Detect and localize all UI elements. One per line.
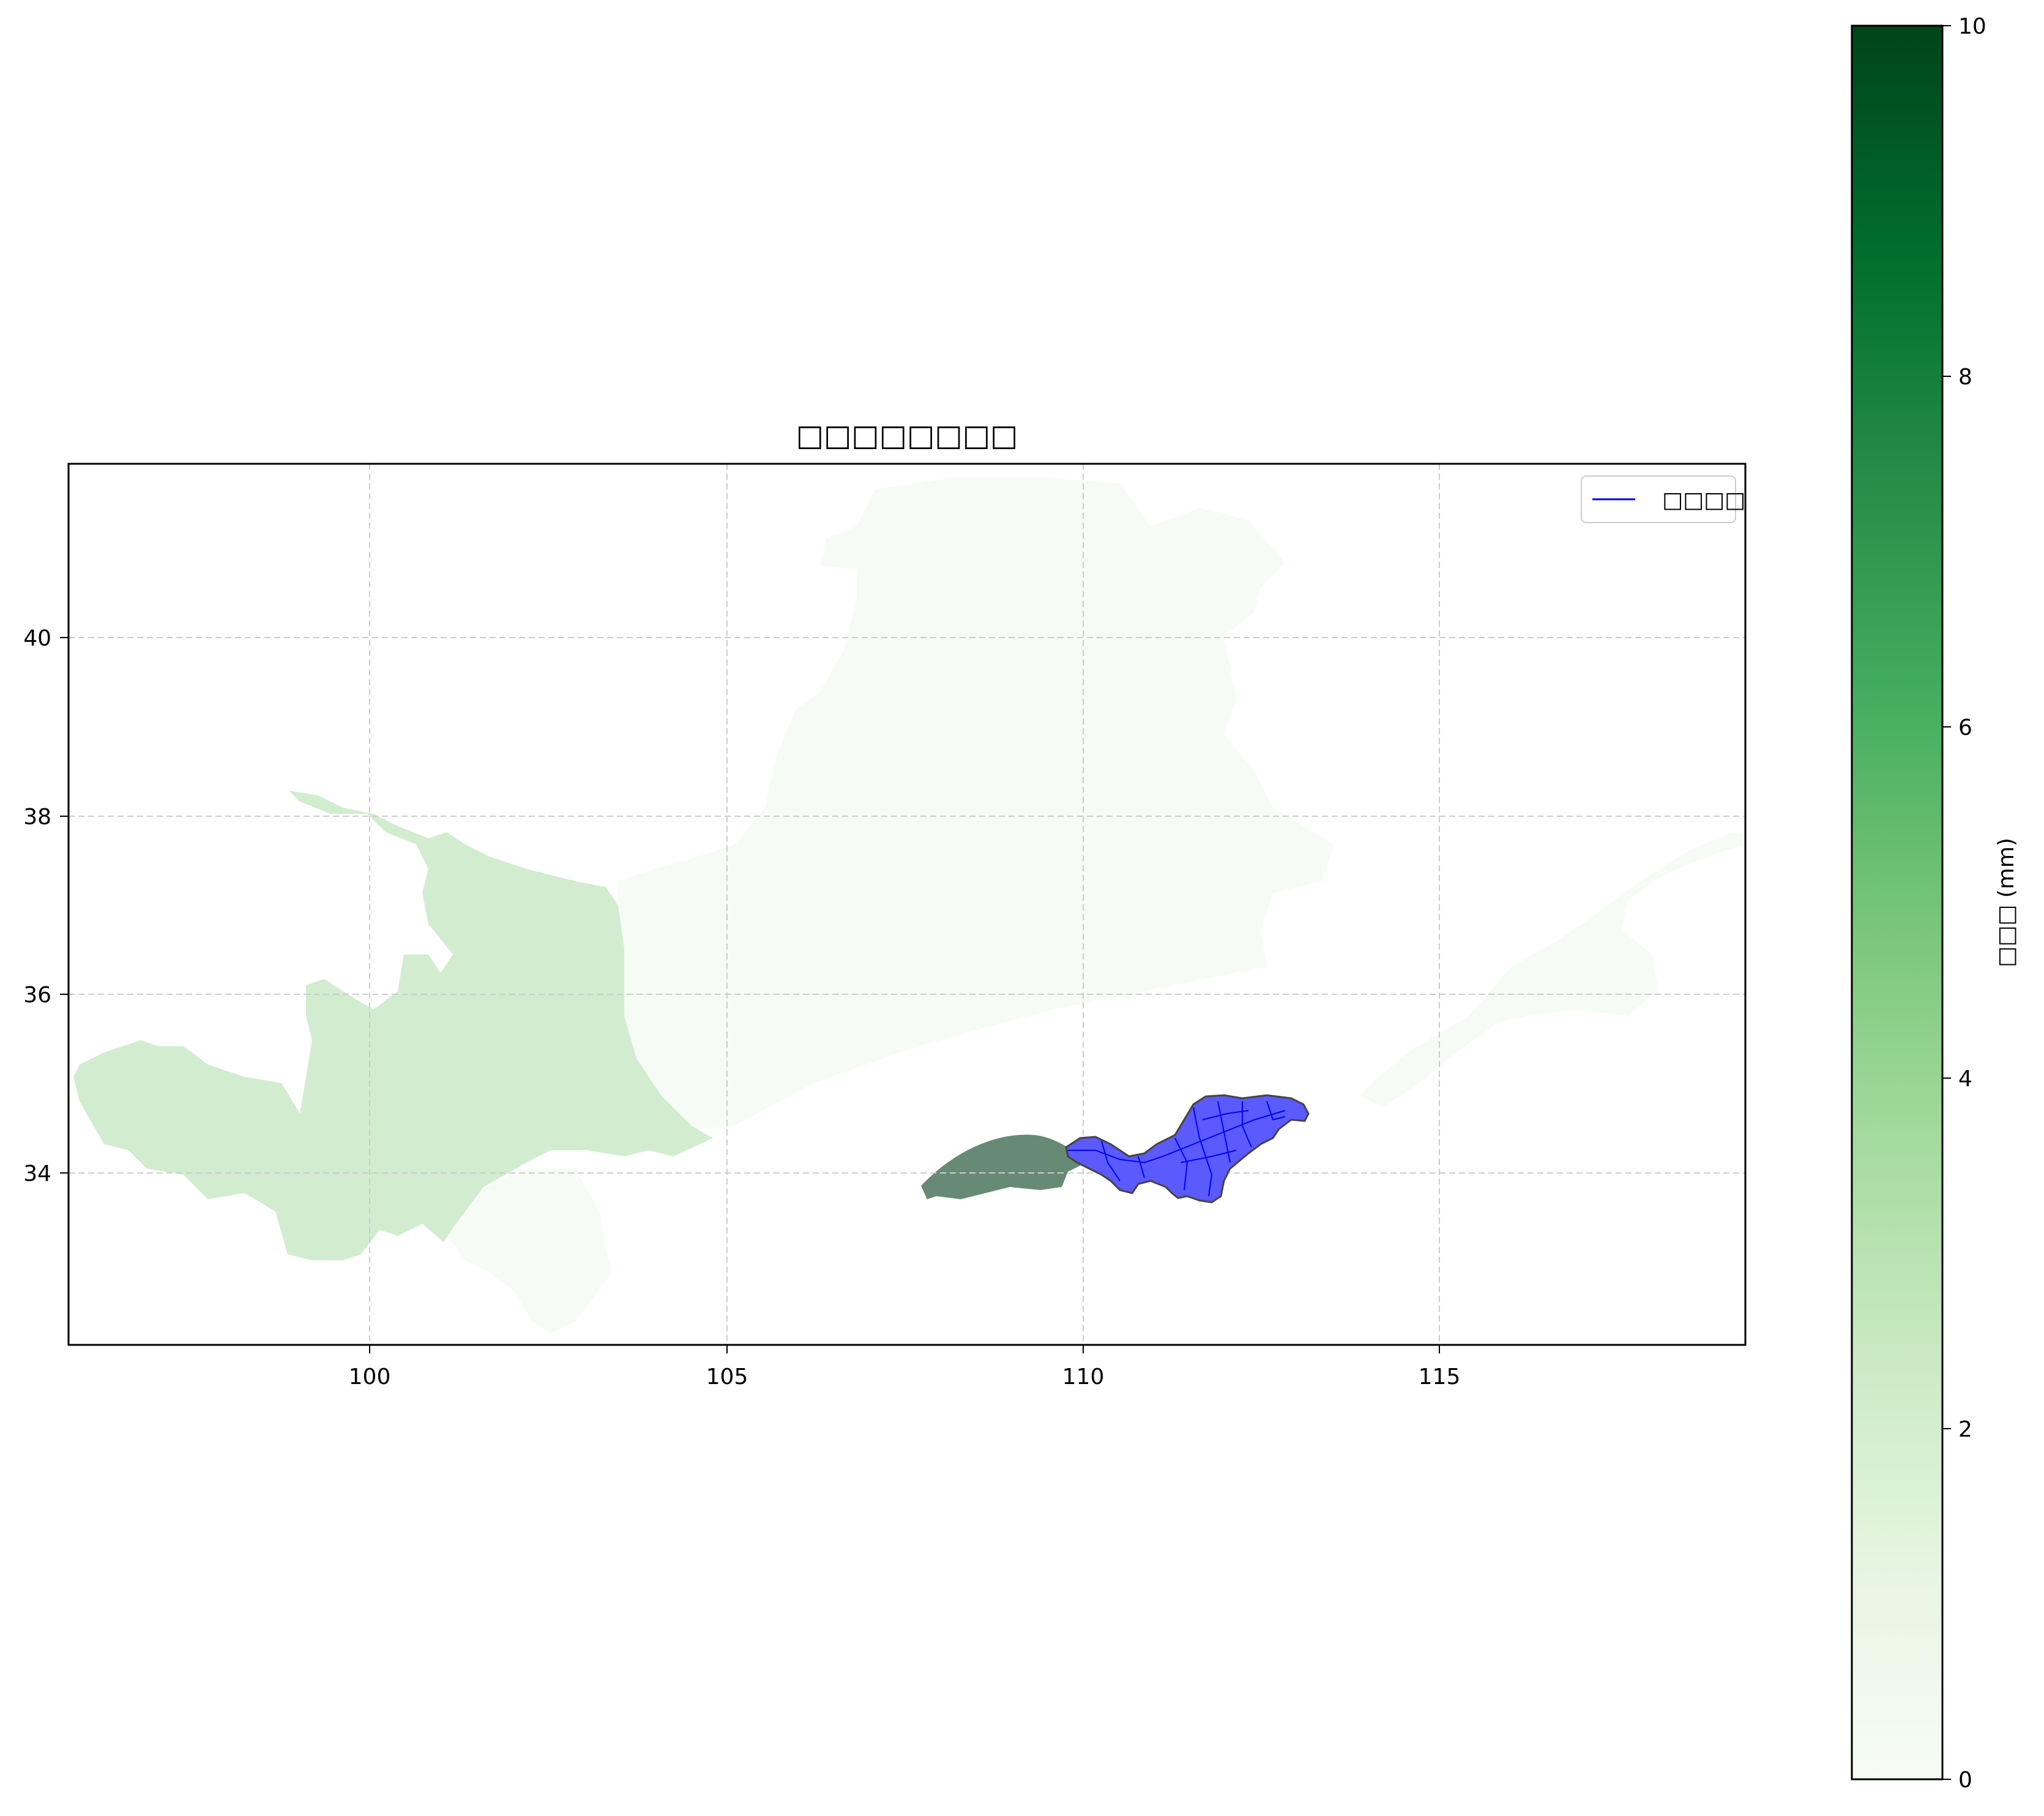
x-axis: 100 105 110 115 [349, 1345, 1461, 1390]
river-tributary [1193, 1107, 1213, 1197]
river-tributary [1174, 1137, 1188, 1191]
colorbar-label: □□□ (mm) [1994, 838, 2019, 967]
x-tick-label: 110 [1062, 1364, 1105, 1390]
y-tick-label: 40 [23, 626, 51, 651]
legend: □□□□ [1581, 475, 1745, 523]
map-axes: 100 105 110 115 34 36 38 40 □□□□ [23, 463, 1747, 1390]
colorbar-tick-label: 8 [1958, 365, 1972, 390]
east-strip [1359, 832, 1745, 1107]
river-tributary [1202, 1110, 1249, 1120]
south-lobe [447, 1169, 612, 1334]
river-tributary [1101, 1141, 1121, 1182]
y-tick-label: 34 [23, 1161, 51, 1186]
x-tick-label: 115 [1419, 1364, 1461, 1390]
map-title: □□□□□□□□ [796, 419, 1018, 453]
north-region [612, 477, 1334, 1132]
colorbar-tick-label: 4 [1958, 1066, 1972, 1092]
river-tributary [1138, 1156, 1145, 1178]
dark-crescent [921, 1134, 1086, 1199]
x-tick-label: 100 [349, 1364, 391, 1390]
y-axis: 34 36 38 40 [23, 626, 69, 1186]
colorbar: 0 2 4 6 8 10 □□□ (mm) [1851, 14, 2019, 1793]
legend-box [1581, 475, 1736, 523]
river-network [1065, 1094, 1310, 1204]
axes-frame [67, 463, 1747, 1346]
colorbar-tick-label: 6 [1958, 715, 1972, 740]
main-river [1068, 1110, 1286, 1164]
colorbar-tick-label: 0 [1958, 1768, 1972, 1793]
y-tick-label: 36 [23, 983, 51, 1008]
grid-lines [69, 464, 1745, 1345]
map-regions [73, 477, 1745, 1334]
basin-boundary [1065, 1094, 1310, 1204]
colorbar-gradient [1851, 24, 1944, 1781]
river-tributary [1266, 1101, 1286, 1121]
x-tick-label: 105 [706, 1364, 748, 1390]
colorbar-tick-label: 10 [1958, 14, 1986, 39]
y-tick-label: 38 [23, 805, 51, 830]
colorbar-ticks [1942, 25, 1951, 1780]
river-tributary [1242, 1101, 1252, 1148]
river-tributary [1181, 1150, 1237, 1163]
west-region [73, 791, 713, 1260]
colorbar-tick-label: 2 [1958, 1417, 1972, 1442]
legend-label: □□□□ [1662, 488, 1745, 513]
